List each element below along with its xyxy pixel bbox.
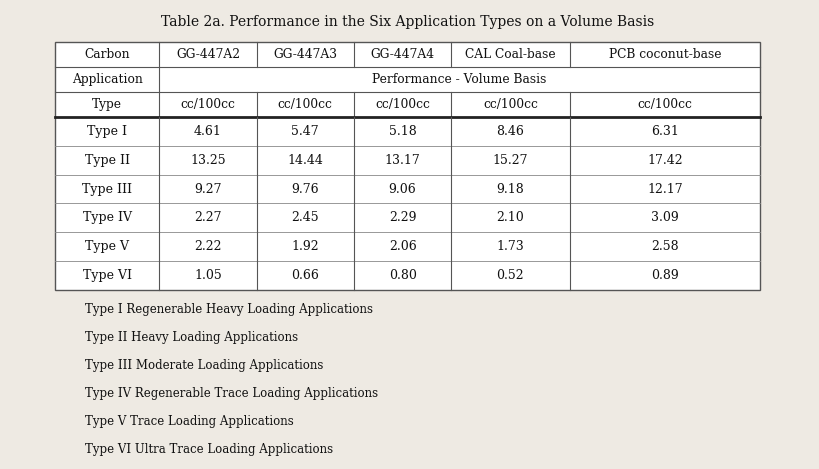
Text: cc/100cc: cc/100cc	[483, 98, 538, 111]
Text: Type III Moderate Loading Applications: Type III Moderate Loading Applications	[85, 360, 324, 372]
Text: 15.27: 15.27	[493, 154, 528, 167]
Text: 2.22: 2.22	[194, 240, 222, 253]
Text: Type V: Type V	[85, 240, 129, 253]
Text: 0.80: 0.80	[389, 269, 417, 282]
Text: 1.92: 1.92	[292, 240, 319, 253]
Text: Type VI Ultra Trace Loading Applications: Type VI Ultra Trace Loading Applications	[85, 444, 333, 456]
Text: CAL Coal-base: CAL Coal-base	[465, 48, 556, 61]
Text: cc/100cc: cc/100cc	[180, 98, 235, 111]
Text: 17.42: 17.42	[647, 154, 683, 167]
Text: Type VI: Type VI	[83, 269, 132, 282]
Text: 8.46: 8.46	[496, 125, 524, 138]
Text: 2.29: 2.29	[389, 212, 416, 225]
Text: 2.27: 2.27	[194, 212, 222, 225]
Text: Application: Application	[72, 73, 143, 86]
Text: 2.58: 2.58	[651, 240, 679, 253]
Text: 1.73: 1.73	[496, 240, 524, 253]
Text: Carbon: Carbon	[84, 48, 130, 61]
Text: Type V Trace Loading Applications: Type V Trace Loading Applications	[85, 416, 294, 429]
Text: Type I: Type I	[87, 125, 127, 138]
Text: Type II: Type II	[84, 154, 129, 167]
Text: cc/100cc: cc/100cc	[278, 98, 333, 111]
Text: 2.10: 2.10	[496, 212, 524, 225]
Text: cc/100cc: cc/100cc	[637, 98, 692, 111]
Text: Type III: Type III	[82, 182, 132, 196]
Text: 3.09: 3.09	[651, 212, 679, 225]
Text: 9.27: 9.27	[194, 182, 222, 196]
Bar	[55, 42, 760, 290]
Text: 14.44: 14.44	[287, 154, 324, 167]
Text: 6.31: 6.31	[651, 125, 679, 138]
Text: GG-447A3: GG-447A3	[274, 48, 337, 61]
Text: 0.89: 0.89	[651, 269, 679, 282]
Text: Performance - Volume Basis: Performance - Volume Basis	[373, 73, 547, 86]
Text: GG-447A4: GG-447A4	[370, 48, 435, 61]
Text: 5.18: 5.18	[389, 125, 416, 138]
Text: 12.17: 12.17	[647, 182, 683, 196]
Text: Type I Regenerable Heavy Loading Applications: Type I Regenerable Heavy Loading Applica…	[85, 303, 373, 317]
Text: Table 2a. Performance in the Six Application Types on a Volume Basis: Table 2a. Performance in the Six Applica…	[161, 15, 654, 29]
Text: cc/100cc: cc/100cc	[375, 98, 430, 111]
Text: 0.66: 0.66	[292, 269, 319, 282]
Text: 2.06: 2.06	[389, 240, 416, 253]
Text: PCB coconut-base: PCB coconut-base	[609, 48, 721, 61]
Text: Type: Type	[93, 98, 122, 111]
Text: 9.06: 9.06	[389, 182, 416, 196]
Text: Type II Heavy Loading Applications: Type II Heavy Loading Applications	[85, 332, 298, 345]
Text: 0.52: 0.52	[496, 269, 524, 282]
Text: 4.61: 4.61	[194, 125, 222, 138]
Text: 1.05: 1.05	[194, 269, 222, 282]
Text: 9.18: 9.18	[496, 182, 524, 196]
Text: Type IV Regenerable Trace Loading Applications: Type IV Regenerable Trace Loading Applic…	[85, 387, 378, 401]
Text: GG-447A2: GG-447A2	[176, 48, 240, 61]
Text: 13.25: 13.25	[190, 154, 226, 167]
Text: 2.45: 2.45	[292, 212, 319, 225]
Text: 5.47: 5.47	[292, 125, 319, 138]
Text: 13.17: 13.17	[385, 154, 420, 167]
Text: Type IV: Type IV	[83, 212, 132, 225]
Text: 9.76: 9.76	[292, 182, 319, 196]
